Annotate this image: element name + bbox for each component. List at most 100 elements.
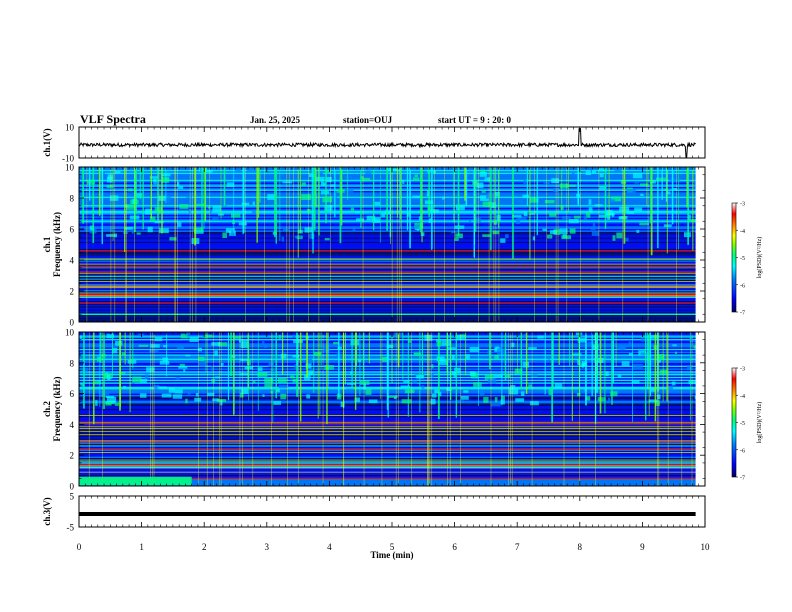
speckle — [611, 196, 622, 202]
speckle — [105, 401, 112, 406]
speckle — [590, 227, 596, 231]
frequency-band — [79, 411, 705, 414]
speckle — [140, 378, 147, 384]
speckle — [434, 389, 440, 394]
vertical-streak — [612, 332, 615, 383]
x-tick-label: 6 — [452, 542, 457, 552]
vertical-streak-full — [447, 332, 448, 486]
frequency-band — [79, 438, 705, 440]
frequency-band — [79, 430, 705, 432]
horizontal-line — [79, 434, 705, 436]
speckle — [500, 399, 505, 405]
speckle — [257, 367, 263, 371]
vertical-streak — [259, 167, 261, 203]
horizontal-line — [79, 471, 705, 473]
vertical-streak — [82, 167, 85, 224]
speckle — [431, 364, 434, 369]
speckle — [566, 184, 576, 188]
speckle — [187, 391, 191, 395]
speckle — [301, 182, 306, 186]
speckle — [504, 234, 509, 239]
speckle — [275, 388, 280, 393]
speckle — [94, 380, 102, 385]
speckle — [657, 359, 662, 363]
vertical-streak — [119, 332, 121, 407]
speckle — [320, 190, 330, 195]
speckle — [656, 353, 665, 360]
speckle — [145, 374, 149, 380]
horizontal-line — [79, 465, 705, 467]
speckle — [131, 228, 134, 234]
vertical-streak — [344, 332, 346, 385]
vertical-streak — [604, 167, 607, 229]
vertical-streak-full — [427, 332, 428, 486]
speckle — [355, 167, 360, 171]
no-data-strip — [695, 167, 705, 322]
vertical-streak — [386, 167, 388, 231]
speckle — [482, 201, 492, 207]
speckle — [547, 234, 553, 239]
panel1-ticks — [78, 127, 706, 158]
colorbar-tick-label: -4 — [740, 229, 745, 235]
vertical-streak — [223, 167, 226, 207]
frequency-band — [79, 456, 705, 458]
vertical-streak-full — [102, 332, 103, 486]
speckle — [517, 198, 523, 203]
speckle — [674, 351, 678, 354]
speckle — [350, 207, 355, 212]
speckle — [365, 170, 372, 176]
speckle — [149, 176, 159, 179]
speckle — [186, 332, 191, 337]
vertical-streak-full — [657, 332, 658, 486]
speckle — [648, 360, 656, 367]
speckle — [411, 175, 417, 179]
speckle — [292, 335, 296, 338]
speckle — [549, 230, 557, 235]
speckle — [413, 225, 420, 230]
speckle — [147, 226, 153, 233]
speckle — [460, 395, 469, 400]
speckle — [592, 222, 596, 229]
vertical-streak-full — [647, 167, 649, 322]
speckle — [437, 202, 441, 205]
speckle — [324, 204, 333, 211]
vertical-streak-full — [397, 332, 399, 486]
vertical-streak — [313, 332, 315, 393]
speckle — [585, 396, 591, 401]
speckle — [121, 352, 126, 356]
vertical-streak — [450, 332, 452, 401]
colorbar-tick-label: -4 — [740, 394, 745, 400]
y-tick-label: 4 — [70, 420, 75, 430]
frequency-band — [79, 389, 705, 391]
vertical-streak-full — [150, 332, 151, 486]
speckle — [117, 359, 121, 363]
speckle — [322, 196, 332, 203]
vertical-streak — [650, 167, 653, 256]
frequency-band — [79, 469, 705, 471]
speckle — [528, 347, 537, 350]
speckle — [413, 177, 420, 181]
frequency-band — [79, 448, 705, 450]
vertical-streak — [475, 167, 477, 232]
vertical-streak — [99, 332, 101, 407]
vertical-streak — [650, 332, 652, 397]
speckle — [568, 219, 579, 224]
vertical-streak-full — [460, 332, 461, 486]
vertical-streak-full — [691, 332, 693, 486]
speckle — [153, 384, 160, 390]
frequency-band — [79, 458, 705, 460]
vertical-streak-full — [152, 332, 153, 486]
vertical-streak — [319, 332, 321, 415]
vertical-streak — [389, 167, 391, 244]
vertical-streak — [465, 332, 467, 376]
vertical-streak — [233, 332, 235, 415]
y-axis-label: ch.2 — [42, 401, 52, 417]
speckle — [386, 344, 394, 348]
speckle — [344, 176, 353, 179]
vertical-streak-full — [622, 167, 624, 322]
speckle — [553, 187, 558, 193]
speckle — [106, 176, 113, 183]
speckle — [109, 195, 119, 201]
vertical-streak-full — [395, 332, 397, 486]
